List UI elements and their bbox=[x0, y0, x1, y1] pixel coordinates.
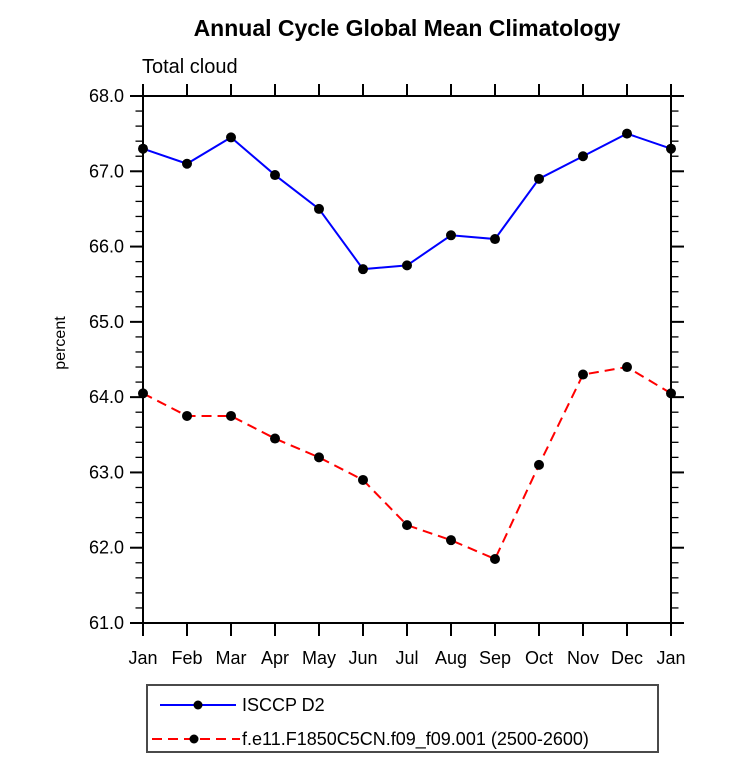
data-point-series-1 bbox=[490, 554, 500, 565]
data-point-series-1 bbox=[666, 388, 676, 399]
data-point-series-0 bbox=[402, 260, 412, 271]
data-point-series-0 bbox=[226, 132, 236, 143]
legend-label-observation: ISCCP D2 bbox=[242, 694, 325, 715]
legend-box: ISCCP D2 f.e11.F1850C5CN.f09_f09.001 (25… bbox=[146, 684, 659, 753]
x-tick-label: Jun bbox=[348, 648, 377, 668]
y-tick-label: 66.0 bbox=[89, 237, 124, 257]
data-point-series-1 bbox=[314, 452, 324, 463]
data-point-series-1 bbox=[226, 410, 236, 421]
legend-line-sample-dashed bbox=[152, 734, 240, 744]
data-point-series-0 bbox=[666, 143, 676, 154]
x-tick-label: May bbox=[302, 648, 336, 668]
data-point-series-1 bbox=[446, 535, 456, 546]
data-point-series-1 bbox=[358, 474, 368, 485]
x-tick-label: Jan bbox=[128, 648, 157, 668]
data-point-series-0 bbox=[490, 234, 500, 245]
x-tick-label: Feb bbox=[171, 648, 202, 668]
y-tick-label: 67.0 bbox=[89, 161, 124, 181]
x-tick-label: Jan bbox=[656, 648, 685, 668]
data-point-series-1 bbox=[138, 388, 148, 399]
plot-frame bbox=[142, 95, 672, 624]
legend-entry-observation: ISCCP D2 bbox=[152, 692, 325, 718]
y-tick-label: 62.0 bbox=[89, 538, 124, 558]
legend-label-model: f.e11.F1850C5CN.f09_f09.001 (2500-2600) bbox=[242, 728, 589, 749]
legend-entry-model: f.e11.F1850C5CN.f09_f09.001 (2500-2600) bbox=[152, 726, 589, 752]
series-line-0 bbox=[142, 132, 672, 271]
data-point-series-1 bbox=[578, 369, 588, 380]
legend-sample-marker bbox=[193, 700, 203, 710]
y-tick-label: 61.0 bbox=[89, 613, 124, 633]
data-point-series-1 bbox=[402, 520, 412, 531]
x-tick-label: Apr bbox=[261, 648, 289, 668]
chart-subtitle: Total cloud bbox=[142, 56, 238, 78]
data-point-series-1 bbox=[534, 459, 544, 470]
x-tick-label: Mar bbox=[216, 648, 247, 668]
chart-title: Annual Cycle Global Mean Climatology bbox=[193, 15, 621, 41]
y-tick-label: 64.0 bbox=[89, 387, 124, 407]
data-point-series-0 bbox=[270, 170, 280, 181]
data-point-series-0 bbox=[358, 264, 368, 275]
data-point-series-0 bbox=[622, 128, 632, 139]
data-point-series-1 bbox=[622, 362, 632, 373]
data-point-series-0 bbox=[578, 151, 588, 162]
series-line-1 bbox=[142, 365, 672, 561]
x-tick-label: Aug bbox=[435, 648, 467, 668]
data-point-series-0 bbox=[534, 173, 544, 184]
x-tick-label: Jul bbox=[395, 648, 418, 668]
x-tick-label: Nov bbox=[567, 648, 599, 668]
legend-sample-marker bbox=[189, 734, 199, 744]
x-tick-label: Sep bbox=[479, 648, 511, 668]
data-point-series-1 bbox=[182, 410, 192, 421]
y-tick-label: 68.0 bbox=[89, 86, 124, 106]
y-tick-label: 65.0 bbox=[89, 312, 124, 332]
x-tick-label: Dec bbox=[611, 648, 643, 668]
data-point-series-0 bbox=[446, 230, 456, 241]
legend-line-sample-solid bbox=[160, 700, 236, 710]
data-point-series-0 bbox=[182, 158, 192, 169]
data-point-series-0 bbox=[138, 143, 148, 154]
y-tick-label: 63.0 bbox=[89, 462, 124, 482]
x-tick-label: Oct bbox=[525, 648, 553, 668]
data-point-series-0 bbox=[314, 203, 324, 214]
data-point-series-1 bbox=[270, 433, 280, 444]
